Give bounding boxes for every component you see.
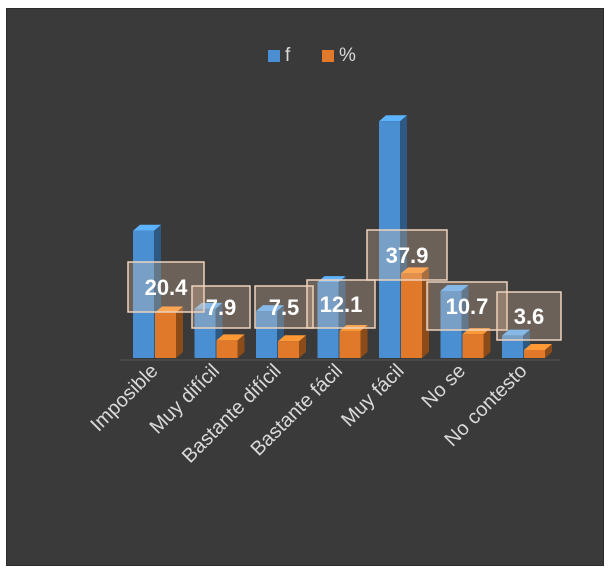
legend-swatch-f (268, 50, 280, 62)
category-label: No se (418, 360, 471, 413)
bar-percent-0 (155, 306, 183, 358)
data-label: 37.9 (386, 243, 429, 268)
data-label-box (496, 291, 562, 341)
data-label: 7.9 (206, 295, 237, 320)
data-label-box (254, 285, 314, 329)
bar-percent-6 (524, 343, 552, 358)
data-label: 20.4 (145, 275, 189, 300)
data-label-box (306, 279, 376, 329)
category-label: Muy fácil (337, 360, 408, 431)
bar-f-6 (502, 329, 530, 358)
bar-percent-2 (278, 335, 306, 358)
bar-percent-3 (339, 324, 368, 358)
data-label-box (366, 229, 448, 281)
data-label-box (191, 285, 251, 329)
data-label: 12.1 (320, 292, 363, 317)
legend-swatch-percent (322, 50, 334, 62)
bar-percent-1 (216, 334, 245, 358)
chart-area (6, 8, 604, 566)
legend-label: % (339, 45, 356, 66)
bar-percent-4 (401, 267, 429, 358)
data-label-box (426, 281, 508, 331)
data-label: 3.6 (514, 304, 545, 329)
legend-label: f (285, 45, 291, 66)
data-label: 7.5 (269, 295, 300, 320)
bar-percent-5 (462, 328, 491, 358)
data-label: 10.7 (446, 294, 489, 319)
